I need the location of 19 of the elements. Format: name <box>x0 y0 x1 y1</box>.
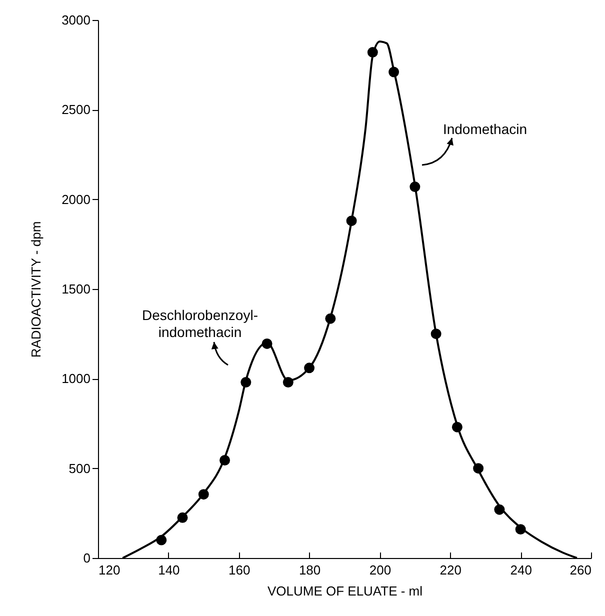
y-tick-label: 2500 <box>62 102 90 118</box>
x-tick-label: 180 <box>298 562 321 578</box>
x-axis-title: VOLUME OF ELUATE - ml <box>267 584 423 598</box>
x-tick-label: 120 <box>98 562 120 578</box>
y-tick-label: 500 <box>68 460 90 476</box>
y-tick-label: 1000 <box>62 371 90 386</box>
y-tick-label: 1500 <box>62 282 90 296</box>
y-tick-label: 2000 <box>62 192 90 207</box>
y-tick-label: 0 <box>83 550 90 566</box>
y-axis-title: RADIOACTIVITY - dpm <box>28 221 44 358</box>
x-tick-label: 260 <box>570 562 592 578</box>
x-tick-label: 200 <box>369 562 392 578</box>
x-tick-label: 140 <box>158 562 180 578</box>
x-tick-label: 240 <box>510 562 532 578</box>
x-tick-label: 220 <box>440 562 462 578</box>
y-tick-label: 3000 <box>62 12 90 28</box>
annotation: Deschlorobenzoyl- indomethacin <box>142 307 258 340</box>
x-tick-label: 160 <box>228 562 250 578</box>
annotation: Indomethacin <box>442 121 528 137</box>
